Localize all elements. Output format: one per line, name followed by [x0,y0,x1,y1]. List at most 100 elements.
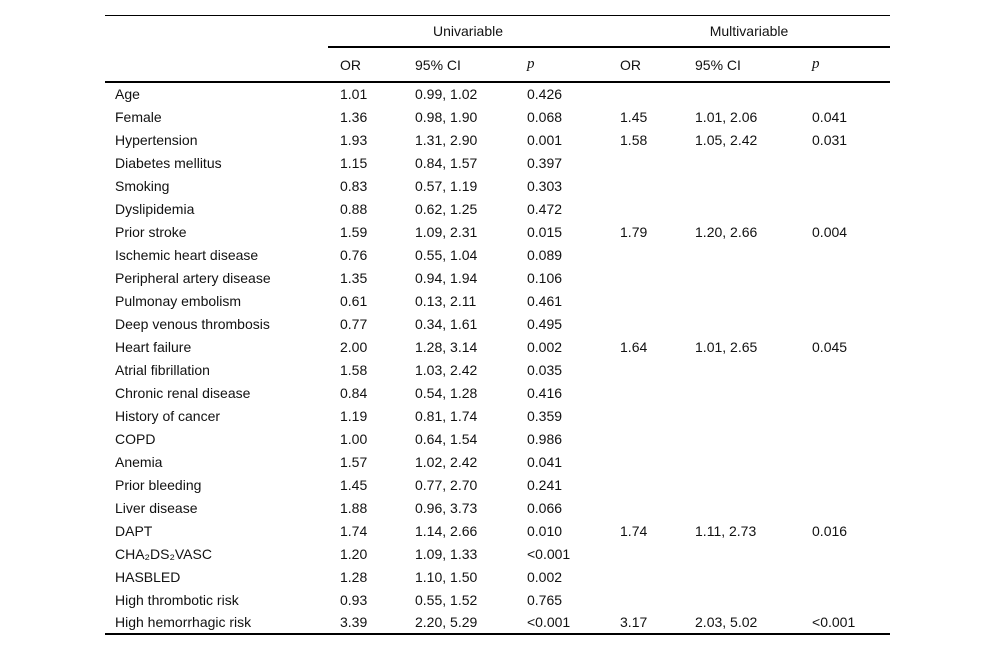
multi-ci-value: 1.11, 2.73 [695,522,757,539]
multi-p-value: 0.041 [812,108,848,125]
header-stub-cell [105,15,328,47]
multi-or-value: 1.45 [620,108,648,125]
multi-or-value [608,450,683,473]
uni-p-value: 0.035 [527,361,563,378]
multi-ci-value [683,404,800,427]
multi-p-value: 0.004 [812,223,848,240]
uni-or-value: 1.00 [340,430,368,447]
uni-ci-value: 2.20, 5.29 [403,611,515,635]
row-label: Heart failure [115,338,192,355]
uni-ci-value: 1.28, 3.14 [415,338,478,355]
multi-ci-value [683,542,800,565]
uni-p-value: 0.397 [527,154,563,171]
uni-or-value: 0.88 [340,200,368,217]
column-header-stub-cell [105,47,328,83]
regression-results-table: Univariable Multivariable OR 95% CI p OR… [105,15,891,635]
table-row: Female 1.36 0.98, 1.90 0.068 1.45 1.01, 2.06 0… [105,105,890,128]
multi-ci-value: 1.01, 2.65 [695,338,758,355]
table-row: Liver disease 1.88 0.96, 3.73 0.066 [105,496,890,519]
multi-or-value [608,542,683,565]
group-header-row: Univariable Multivariable [105,15,891,48]
table-row: Prior stroke 1.59 1.09, 2.31 0.015 1.79 1.20,… [105,220,890,243]
multi-ci-value [683,450,800,473]
uni-p-value: 0.002 [527,338,563,355]
uni-or-value: 0.61 [340,292,368,309]
group-header-univariable: Univariable [328,15,609,48]
multi-or-value [608,358,683,381]
multi-ci-value [683,358,800,381]
table-row: Deep venous thrombosis 0.77 0.34, 1.61 0.49… [105,312,890,335]
multi-or-value [608,82,683,105]
group-header-multivariable: Multivariable [608,15,891,48]
row-label: Pulmonay embolism [115,292,242,309]
table-row: Age 1.01 0.99, 1.02 0.426 [105,82,890,105]
multi-ci-value [683,266,800,289]
table-row: CHA₂DS₂VASC 1.20 1.09, 1.33 <0.001 [105,542,890,565]
uni-ci-value: 0.96, 3.73 [415,499,478,516]
multi-p-value [800,496,890,519]
multi-or-value [608,588,683,611]
multi-p-value [800,450,890,473]
uni-p-value: 0.015 [527,223,563,240]
table-row: Heart failure 2.00 1.28, 3.14 0.002 1.64 1.01… [105,335,890,358]
row-label: Anemia [115,453,163,470]
table-row: Pulmonay embolism 0.61 0.13, 2.11 0.461 [105,289,890,312]
table-body: Age 1.01 0.99, 1.02 0.426 Female 1.36 0.98, 1.… [105,82,891,635]
uni-or-value: 1.01 [340,86,368,102]
multi-p-value [800,565,890,588]
multi-or-value: 1.58 [620,131,648,148]
multi-or-value [608,151,683,174]
table-row: Prior bleeding 1.45 0.77, 2.70 0.241 [105,473,890,496]
row-label: Female [115,108,162,125]
column-header-ci-univariable: 95% CI [403,47,515,83]
row-label: Liver disease [115,499,198,516]
uni-ci-value: 0.54, 1.28 [415,384,478,401]
uni-ci-value: 0.98, 1.90 [415,108,478,125]
uni-p-value: 0.002 [527,568,563,585]
uni-p-value: 0.461 [527,292,563,309]
multi-or-value [608,381,683,404]
uni-or-value: 2.00 [340,338,368,355]
multi-or-value [608,473,683,496]
multi-ci-value [683,243,800,266]
uni-ci-value: 0.94, 1.94 [415,269,478,286]
uni-or-value: 1.88 [340,499,368,516]
multi-p-value: 0.031 [812,131,848,148]
column-header-ci-multivariable: 95% CI [683,47,801,83]
uni-p-value: 0.426 [527,86,563,102]
uni-ci-value: 1.03, 2.42 [415,361,478,378]
uni-or-value: 1.20 [340,545,368,562]
multi-or-value [608,266,683,289]
uni-ci-value: 0.13, 2.11 [415,292,477,309]
multi-or-value [608,174,683,197]
uni-ci-value: 0.55, 1.04 [415,246,478,263]
uni-or-value: 0.83 [340,177,368,194]
uni-ci-value: 0.84, 1.57 [415,154,478,171]
multi-p-value [800,151,890,174]
multi-p-value [800,404,890,427]
table-row: Diabetes mellitus 1.15 0.84, 1.57 0.397 [105,151,890,174]
column-header-row: OR 95% CI p OR 95% CI p [105,47,891,83]
multi-ci-value [683,197,800,220]
uni-p-value: 0.241 [527,476,563,493]
table-row: Atrial fibrillation 1.58 1.03, 2.42 0.035 [105,358,890,381]
multi-or-value: 1.79 [620,223,648,240]
multi-p-value [800,312,890,335]
table-row: COPD 1.00 0.64, 1.54 0.986 [105,427,890,450]
uni-ci-value: 1.10, 1.50 [415,568,478,585]
uni-p-value: <0.001 [527,545,571,562]
table-row: Anemia 1.57 1.02, 2.42 0.041 [105,450,890,473]
uni-p-value: 0.041 [527,453,563,470]
table-row: Chronic renal disease 0.84 0.54, 1.28 0.416 [105,381,890,404]
multi-p-value [800,266,890,289]
row-label: Age [115,86,140,102]
uni-or-value: 1.57 [340,453,368,470]
uni-ci-value: 0.81, 1.74 [415,407,478,424]
column-header-or-univariable: OR [328,47,403,83]
uni-ci-value: 1.31, 2.90 [415,131,478,148]
uni-p-value: 0.089 [527,246,563,263]
multi-ci-value [683,496,800,519]
row-label: High hemorrhagic risk [105,611,328,635]
multi-p-value [800,588,890,611]
